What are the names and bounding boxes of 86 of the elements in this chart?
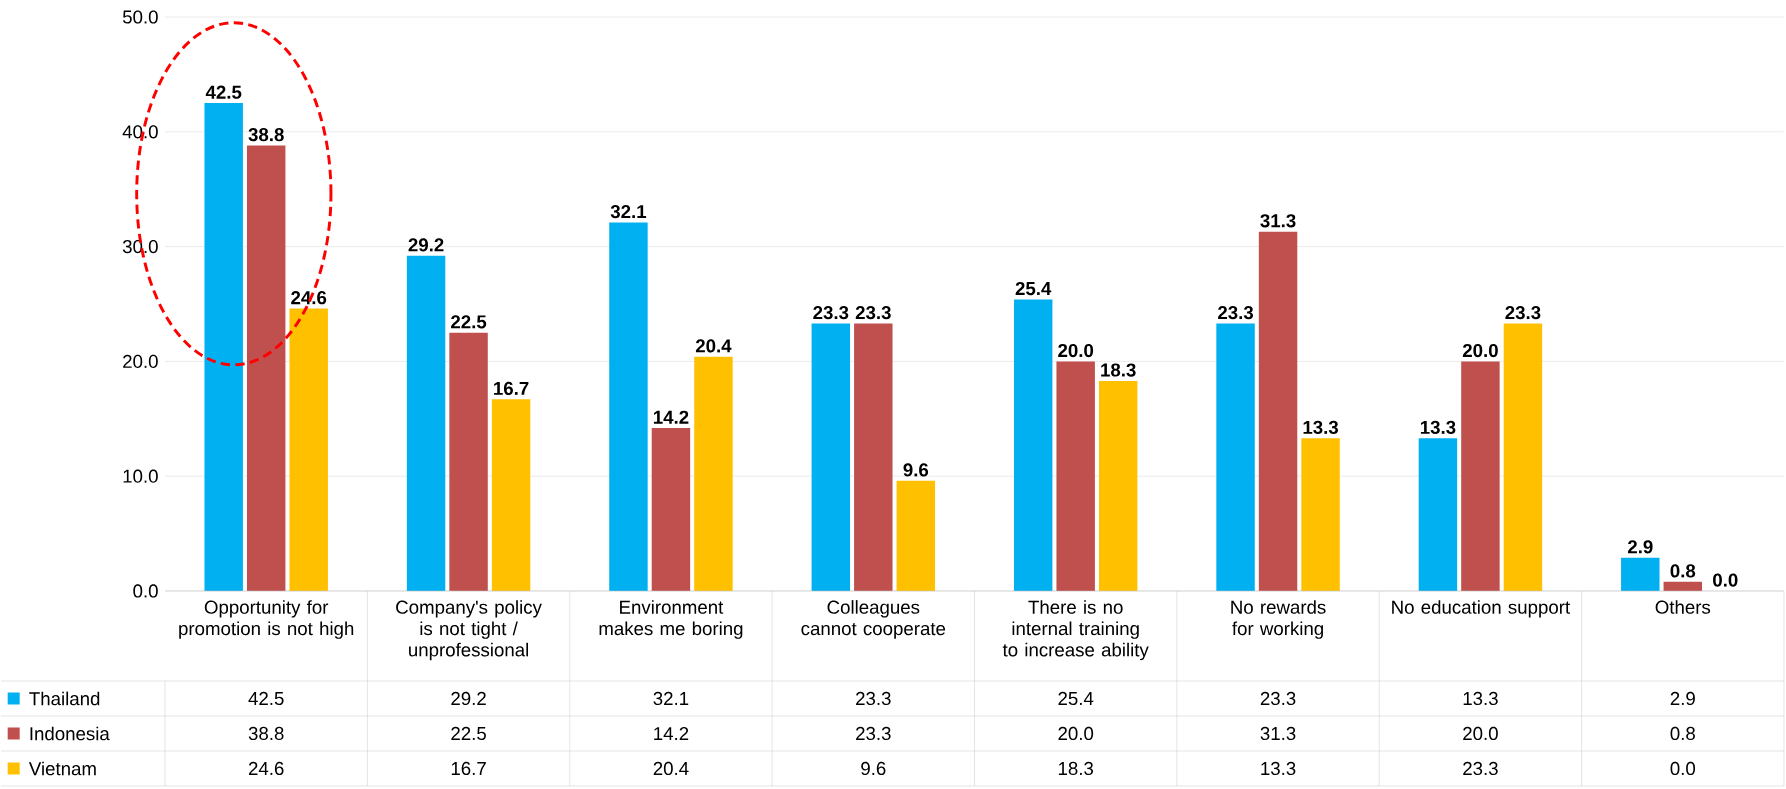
bar <box>204 103 243 591</box>
bar <box>609 222 648 591</box>
x-tick-label: Environment makes me boring <box>599 600 743 639</box>
text: 20.0 <box>1058 343 1094 358</box>
data-label: 14.2 <box>654 726 689 740</box>
data-label: 16.7 <box>451 761 486 776</box>
y-tick-label: 20.0 <box>123 354 158 369</box>
bar <box>289 308 328 591</box>
data-label: 42.5 <box>248 691 284 706</box>
text: 23.3 <box>813 305 849 320</box>
data-label: 20.4 <box>653 761 689 776</box>
text: 23.3 <box>1505 305 1541 320</box>
text: 23.3 <box>855 305 891 320</box>
bar <box>246 145 286 591</box>
data-label: 13.3 <box>1261 761 1296 776</box>
text: 18.3 <box>1101 363 1136 377</box>
bar <box>1418 438 1458 591</box>
text: 38.8 <box>248 128 284 142</box>
bar <box>1503 323 1543 591</box>
x-tick-label: Opportunity for promotion is not high <box>179 600 354 639</box>
data-label: 9.6 <box>861 761 886 776</box>
text: 0.0 <box>1713 573 1738 587</box>
x-tick-label: Colleagues cannot cooperate <box>801 600 946 639</box>
data-label: 2.9 <box>1670 691 1695 706</box>
data-label: 0.0 <box>1670 761 1696 776</box>
data-label: 0.8 <box>1670 726 1695 741</box>
text: 20.4 <box>695 339 732 353</box>
text: 31.3 <box>1260 214 1296 228</box>
data-label: 29.2 <box>451 691 486 706</box>
data-label: 23.3 <box>856 726 891 741</box>
text: 25.4 <box>1015 281 1052 296</box>
data-label: 24.6 <box>248 761 284 776</box>
x-tick-label: No rewards for working <box>1231 600 1326 639</box>
data-label: 20.0 <box>1463 726 1498 741</box>
data-label: 31.3 <box>1260 726 1296 741</box>
bar <box>1013 299 1053 591</box>
legend-label: Indonesia <box>30 726 110 741</box>
text: 9.6 <box>903 463 929 477</box>
bar <box>1461 361 1500 591</box>
text: 32.1 <box>610 204 647 219</box>
bar <box>449 332 488 591</box>
text: 2.9 <box>1627 540 1653 554</box>
y-tick-label: 50.0 <box>122 10 158 24</box>
x-tick-label: Company's policy is not tight / unprofessional <box>396 600 542 661</box>
y-tick-label: 30.0 <box>122 239 158 254</box>
data-label: 18.3 <box>1058 761 1094 776</box>
text: 13.3 <box>1420 420 1456 435</box>
data-label: 23.3 <box>1463 761 1498 776</box>
text: 22.5 <box>451 315 487 329</box>
bar <box>1621 557 1660 591</box>
text: 20.0 <box>1462 343 1498 358</box>
bar <box>1301 438 1340 591</box>
text: 14.2 <box>653 410 689 424</box>
bar <box>1056 361 1095 591</box>
bar <box>1216 323 1255 591</box>
data-label: 22.5 <box>451 726 486 741</box>
text: 13.3 <box>1303 420 1339 435</box>
bar <box>1098 380 1138 591</box>
legend-label: Vietnam <box>28 761 96 776</box>
text: 0.8 <box>1670 564 1696 578</box>
x-tick-label: There is no internal training to increase ability <box>1002 600 1149 661</box>
y-tick-label: 0.0 <box>133 584 158 598</box>
bar <box>651 427 691 591</box>
bar <box>811 323 851 591</box>
bar <box>491 399 531 591</box>
x-tick-label: Others <box>1655 600 1711 614</box>
text: 29.2 <box>408 238 444 252</box>
bar <box>694 356 733 591</box>
data-label: 38.8 <box>248 726 284 741</box>
legend-label: Thailand <box>29 691 100 706</box>
text: 23.3 <box>1218 305 1254 320</box>
text: 42.5 <box>205 85 242 99</box>
bar <box>854 323 893 591</box>
data-label: 20.0 <box>1058 726 1094 741</box>
bar <box>1258 231 1298 591</box>
bar <box>406 255 446 591</box>
data-label: 32.1 <box>653 691 689 706</box>
text: 16.7 <box>494 381 529 396</box>
y-tick-label: 10.0 <box>123 469 158 483</box>
x-tick-label: No education support <box>1392 600 1571 618</box>
data-label: 13.3 <box>1463 691 1498 706</box>
bar <box>896 480 936 591</box>
data-label: 23.3 <box>856 691 891 706</box>
data-label: 25.4 <box>1058 691 1094 706</box>
data-label: 23.3 <box>1260 691 1296 706</box>
y-tick-label: 40.0 <box>122 125 158 139</box>
